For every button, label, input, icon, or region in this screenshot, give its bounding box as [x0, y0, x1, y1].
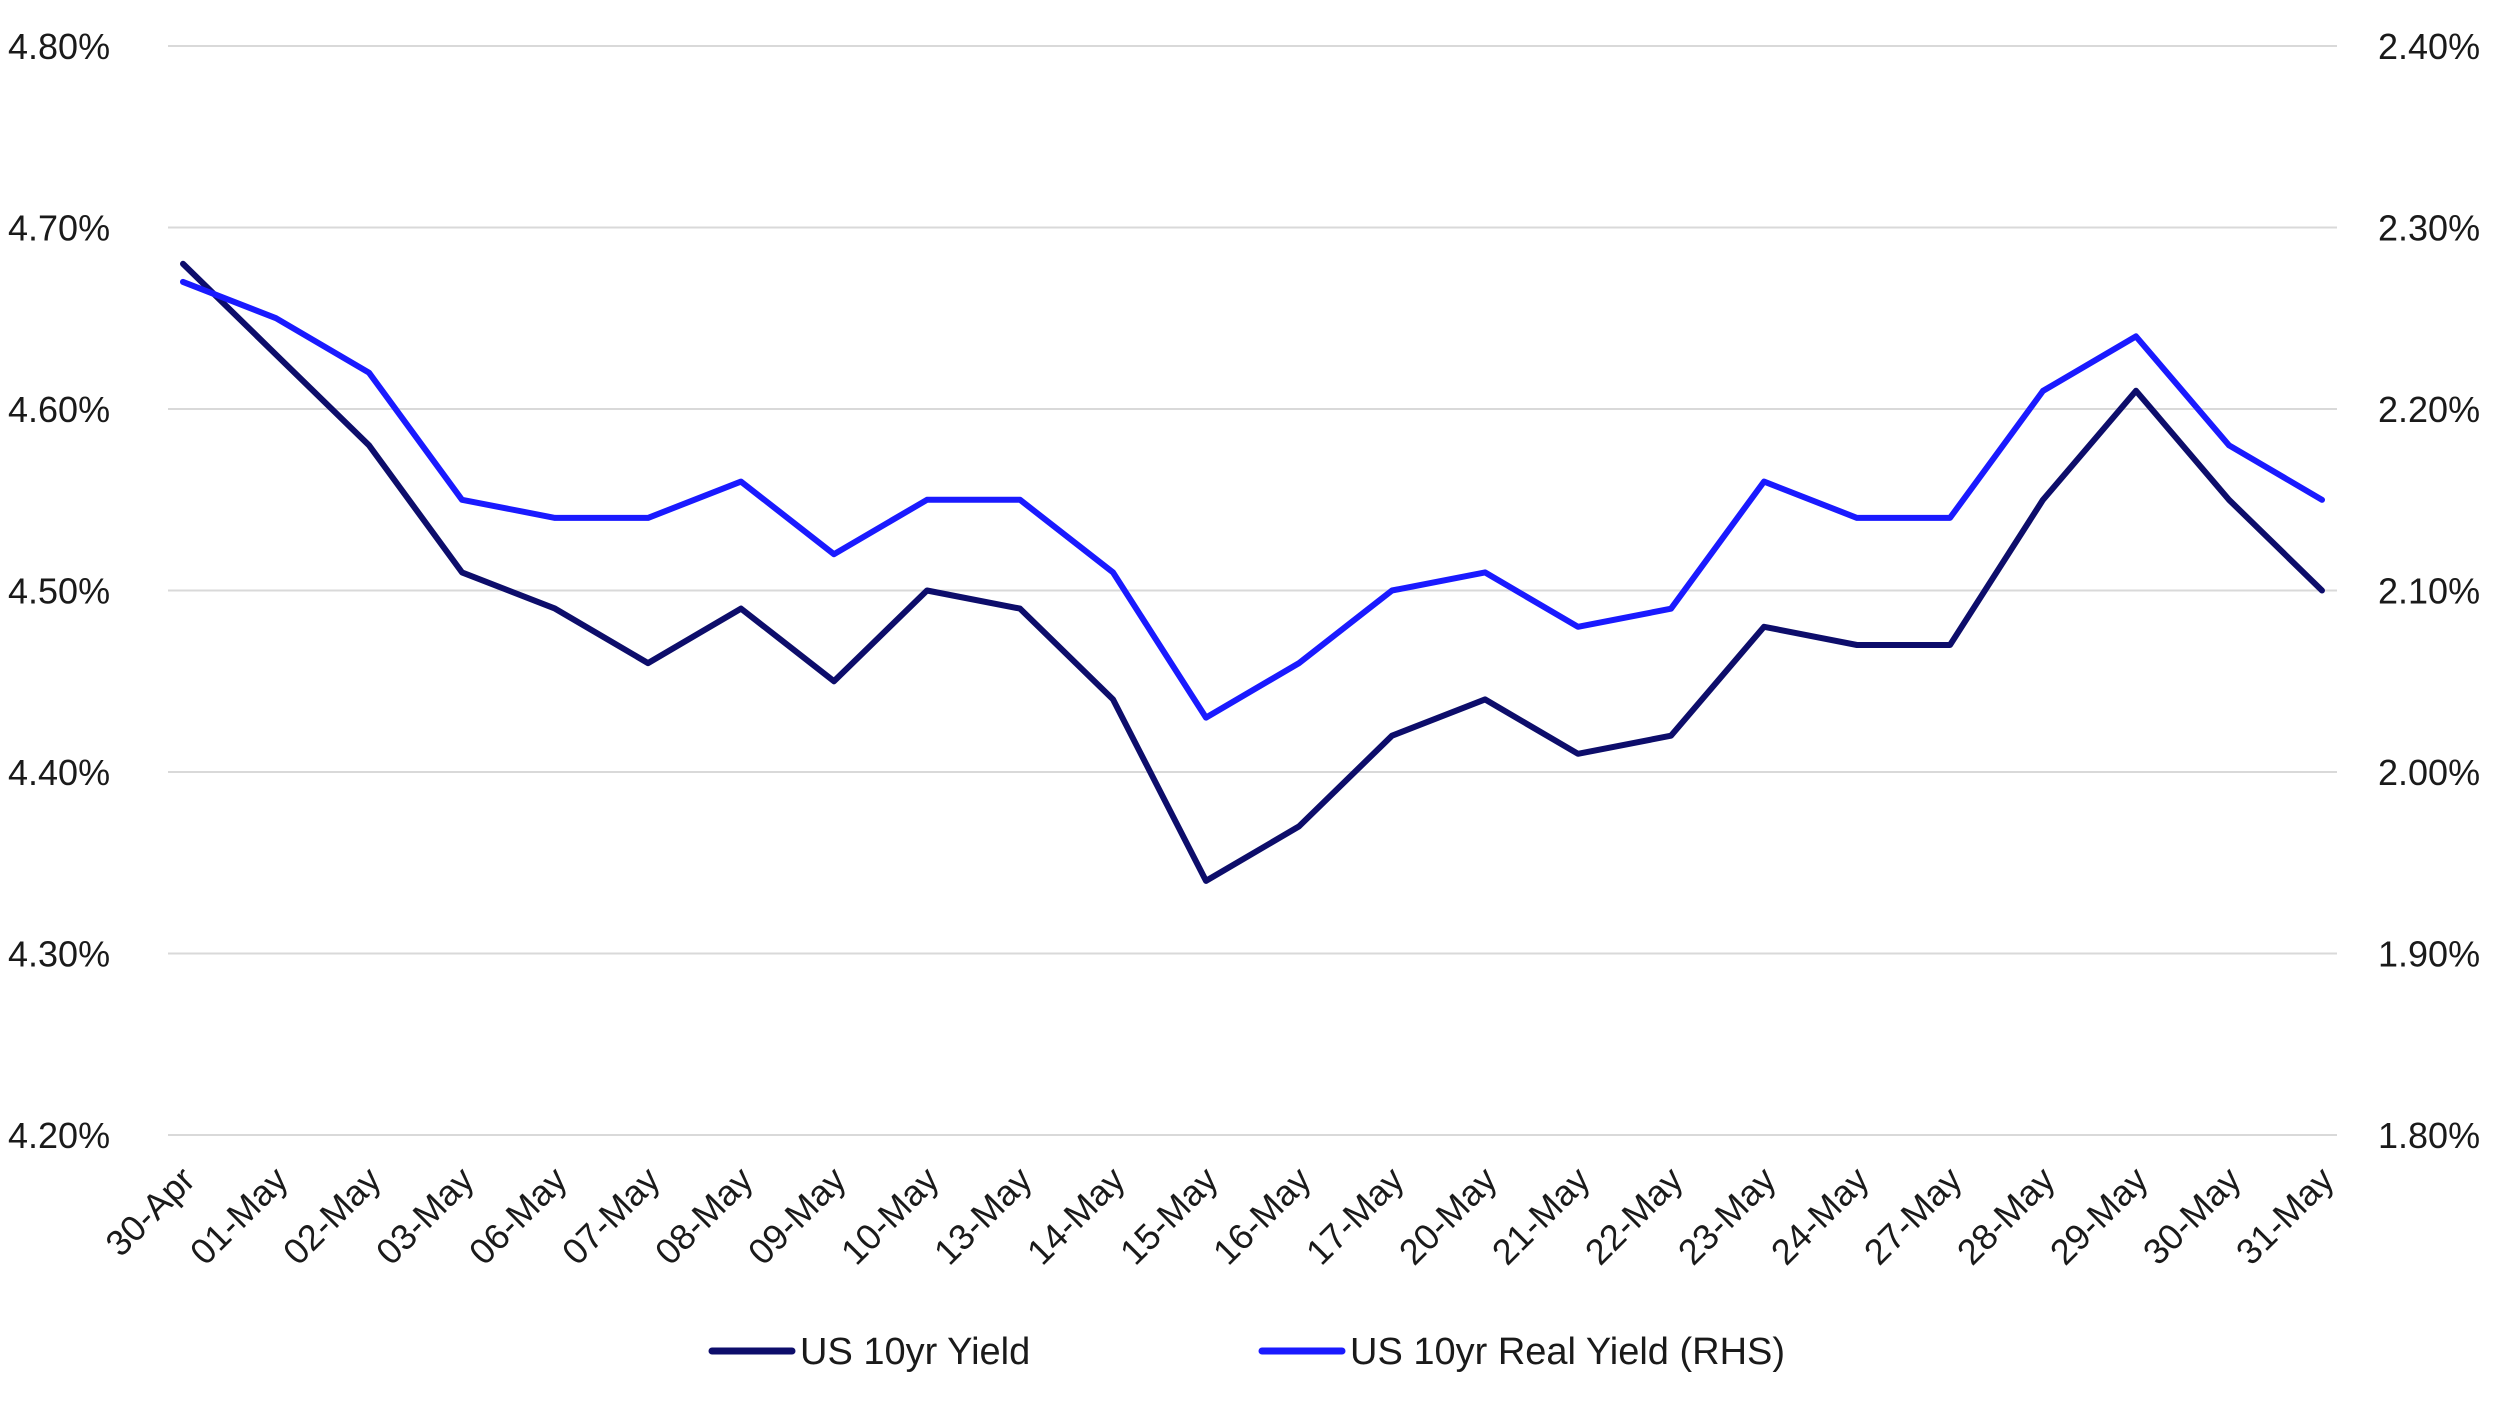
- x-axis-tick-label: 15-May: [1112, 1159, 1226, 1273]
- x-axis-tick-label: 06-May: [461, 1159, 575, 1273]
- x-axis-tick-label: 09-May: [740, 1159, 854, 1273]
- x-axis-tick-label: 16-May: [1205, 1159, 1319, 1273]
- right-axis-tick-label: 2.20%: [2378, 389, 2480, 430]
- x-axis-tick-label: 22-May: [1577, 1159, 1691, 1273]
- right-axis-tick-label: 2.10%: [2378, 571, 2480, 612]
- right-axis: 1.80% 1.90% 2.00% 2.10% 2.20% 2.30% 2.40%: [2378, 26, 2480, 1156]
- legend-label: US 10yr Yield: [800, 1331, 1030, 1373]
- x-axis-tick-label: 29-May: [2042, 1159, 2156, 1273]
- x-axis-tick-label: 27-May: [1856, 1159, 1970, 1273]
- series-lines: [180, 260, 2325, 884]
- series-line: [180, 278, 2325, 721]
- left-axis-tick-label: 4.40%: [8, 752, 110, 793]
- x-axis-tick-label: 10-May: [833, 1159, 947, 1273]
- x-axis-tick-label: 31-May: [2228, 1159, 2342, 1273]
- left-axis-tick-label: 4.50%: [8, 571, 110, 612]
- right-axis-tick-label: 2.00%: [2378, 752, 2480, 793]
- x-axis-tick-label: 24-May: [1763, 1159, 1877, 1273]
- x-axis-tick-label: 01-May: [182, 1159, 296, 1273]
- x-axis-tick-label: 08-May: [647, 1159, 761, 1273]
- x-axis-tick-label: 28-May: [1949, 1159, 2063, 1273]
- x-axis-tick-label: 21-May: [1484, 1159, 1598, 1273]
- left-axis-tick-label: 4.60%: [8, 389, 110, 430]
- x-axis-tick-label: 02-May: [275, 1159, 389, 1273]
- x-axis-tick-label: 03-May: [368, 1159, 482, 1273]
- x-axis-tick-label: 17-May: [1298, 1159, 1412, 1273]
- left-axis-tick-label: 4.80%: [8, 26, 110, 67]
- right-axis-tick-label: 2.40%: [2378, 26, 2480, 67]
- series-line: [180, 260, 2325, 884]
- legend-label: US 10yr Real Yield (RHS): [1350, 1331, 1785, 1373]
- left-axis-tick-label: 4.70%: [8, 208, 110, 249]
- x-axis-tick-label: 30-May: [2135, 1159, 2249, 1273]
- x-axis-tick-label: 23-May: [1670, 1159, 1784, 1273]
- x-axis-tick-label: 20-May: [1391, 1159, 1505, 1273]
- gridlines: [168, 45, 2337, 1136]
- right-axis-tick-label: 1.90%: [2378, 934, 2480, 975]
- x-axis: 30-Apr01-May02-May03-May06-May07-May08-M…: [97, 1159, 2341, 1273]
- right-axis-tick-label: 1.80%: [2378, 1115, 2480, 1156]
- x-axis-tick-label: 13-May: [926, 1159, 1040, 1273]
- legend: US 10yr Yield US 10yr Real Yield (RHS): [708, 1331, 1785, 1373]
- right-axis-tick-label: 2.30%: [2378, 208, 2480, 249]
- left-axis-tick-label: 4.30%: [8, 934, 110, 975]
- x-axis-tick-label: 07-May: [554, 1159, 668, 1273]
- left-axis-tick-label: 4.20%: [8, 1115, 110, 1156]
- left-axis: 4.20% 4.30% 4.40% 4.50% 4.60% 4.70% 4.80%: [8, 26, 110, 1156]
- x-axis-tick-label: 14-May: [1019, 1159, 1133, 1273]
